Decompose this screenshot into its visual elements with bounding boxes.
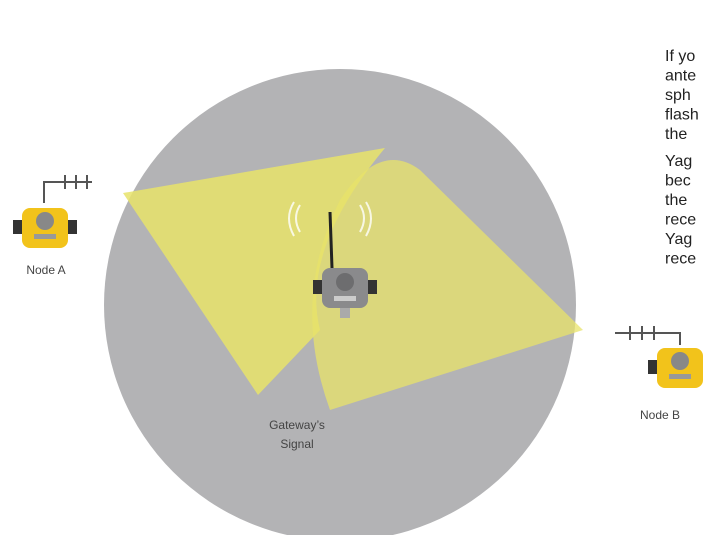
node-label: Node B [640, 408, 680, 422]
node-a-device [13, 175, 92, 248]
gateway-label: Gateway’s [269, 418, 325, 432]
paragraph-line: flash [665, 107, 699, 124]
node-label: Node A [26, 263, 65, 277]
paragraph-line: If yo [665, 48, 695, 65]
paragraph-line: Yag [665, 153, 692, 170]
paragraph-line: rece [665, 251, 696, 268]
description: If yo ante sph flash the Yag bec the rece Yag rece [665, 48, 699, 268]
gateway-label: Signal [280, 437, 313, 451]
radio-waves [288, 201, 372, 237]
paragraph-line: the [665, 192, 687, 209]
paragraph-line: the [665, 126, 687, 143]
node-b-device [615, 326, 703, 388]
paragraph-line: ante [665, 68, 696, 85]
signal-plane [123, 148, 385, 395]
paragraph-line: sph [665, 87, 691, 104]
paragraph-line: bec [665, 173, 691, 190]
paragraph-line: rece [665, 212, 696, 229]
paragraph-line: Yag [665, 231, 692, 248]
signal-plane [312, 160, 583, 410]
gateway-device [313, 211, 377, 318]
